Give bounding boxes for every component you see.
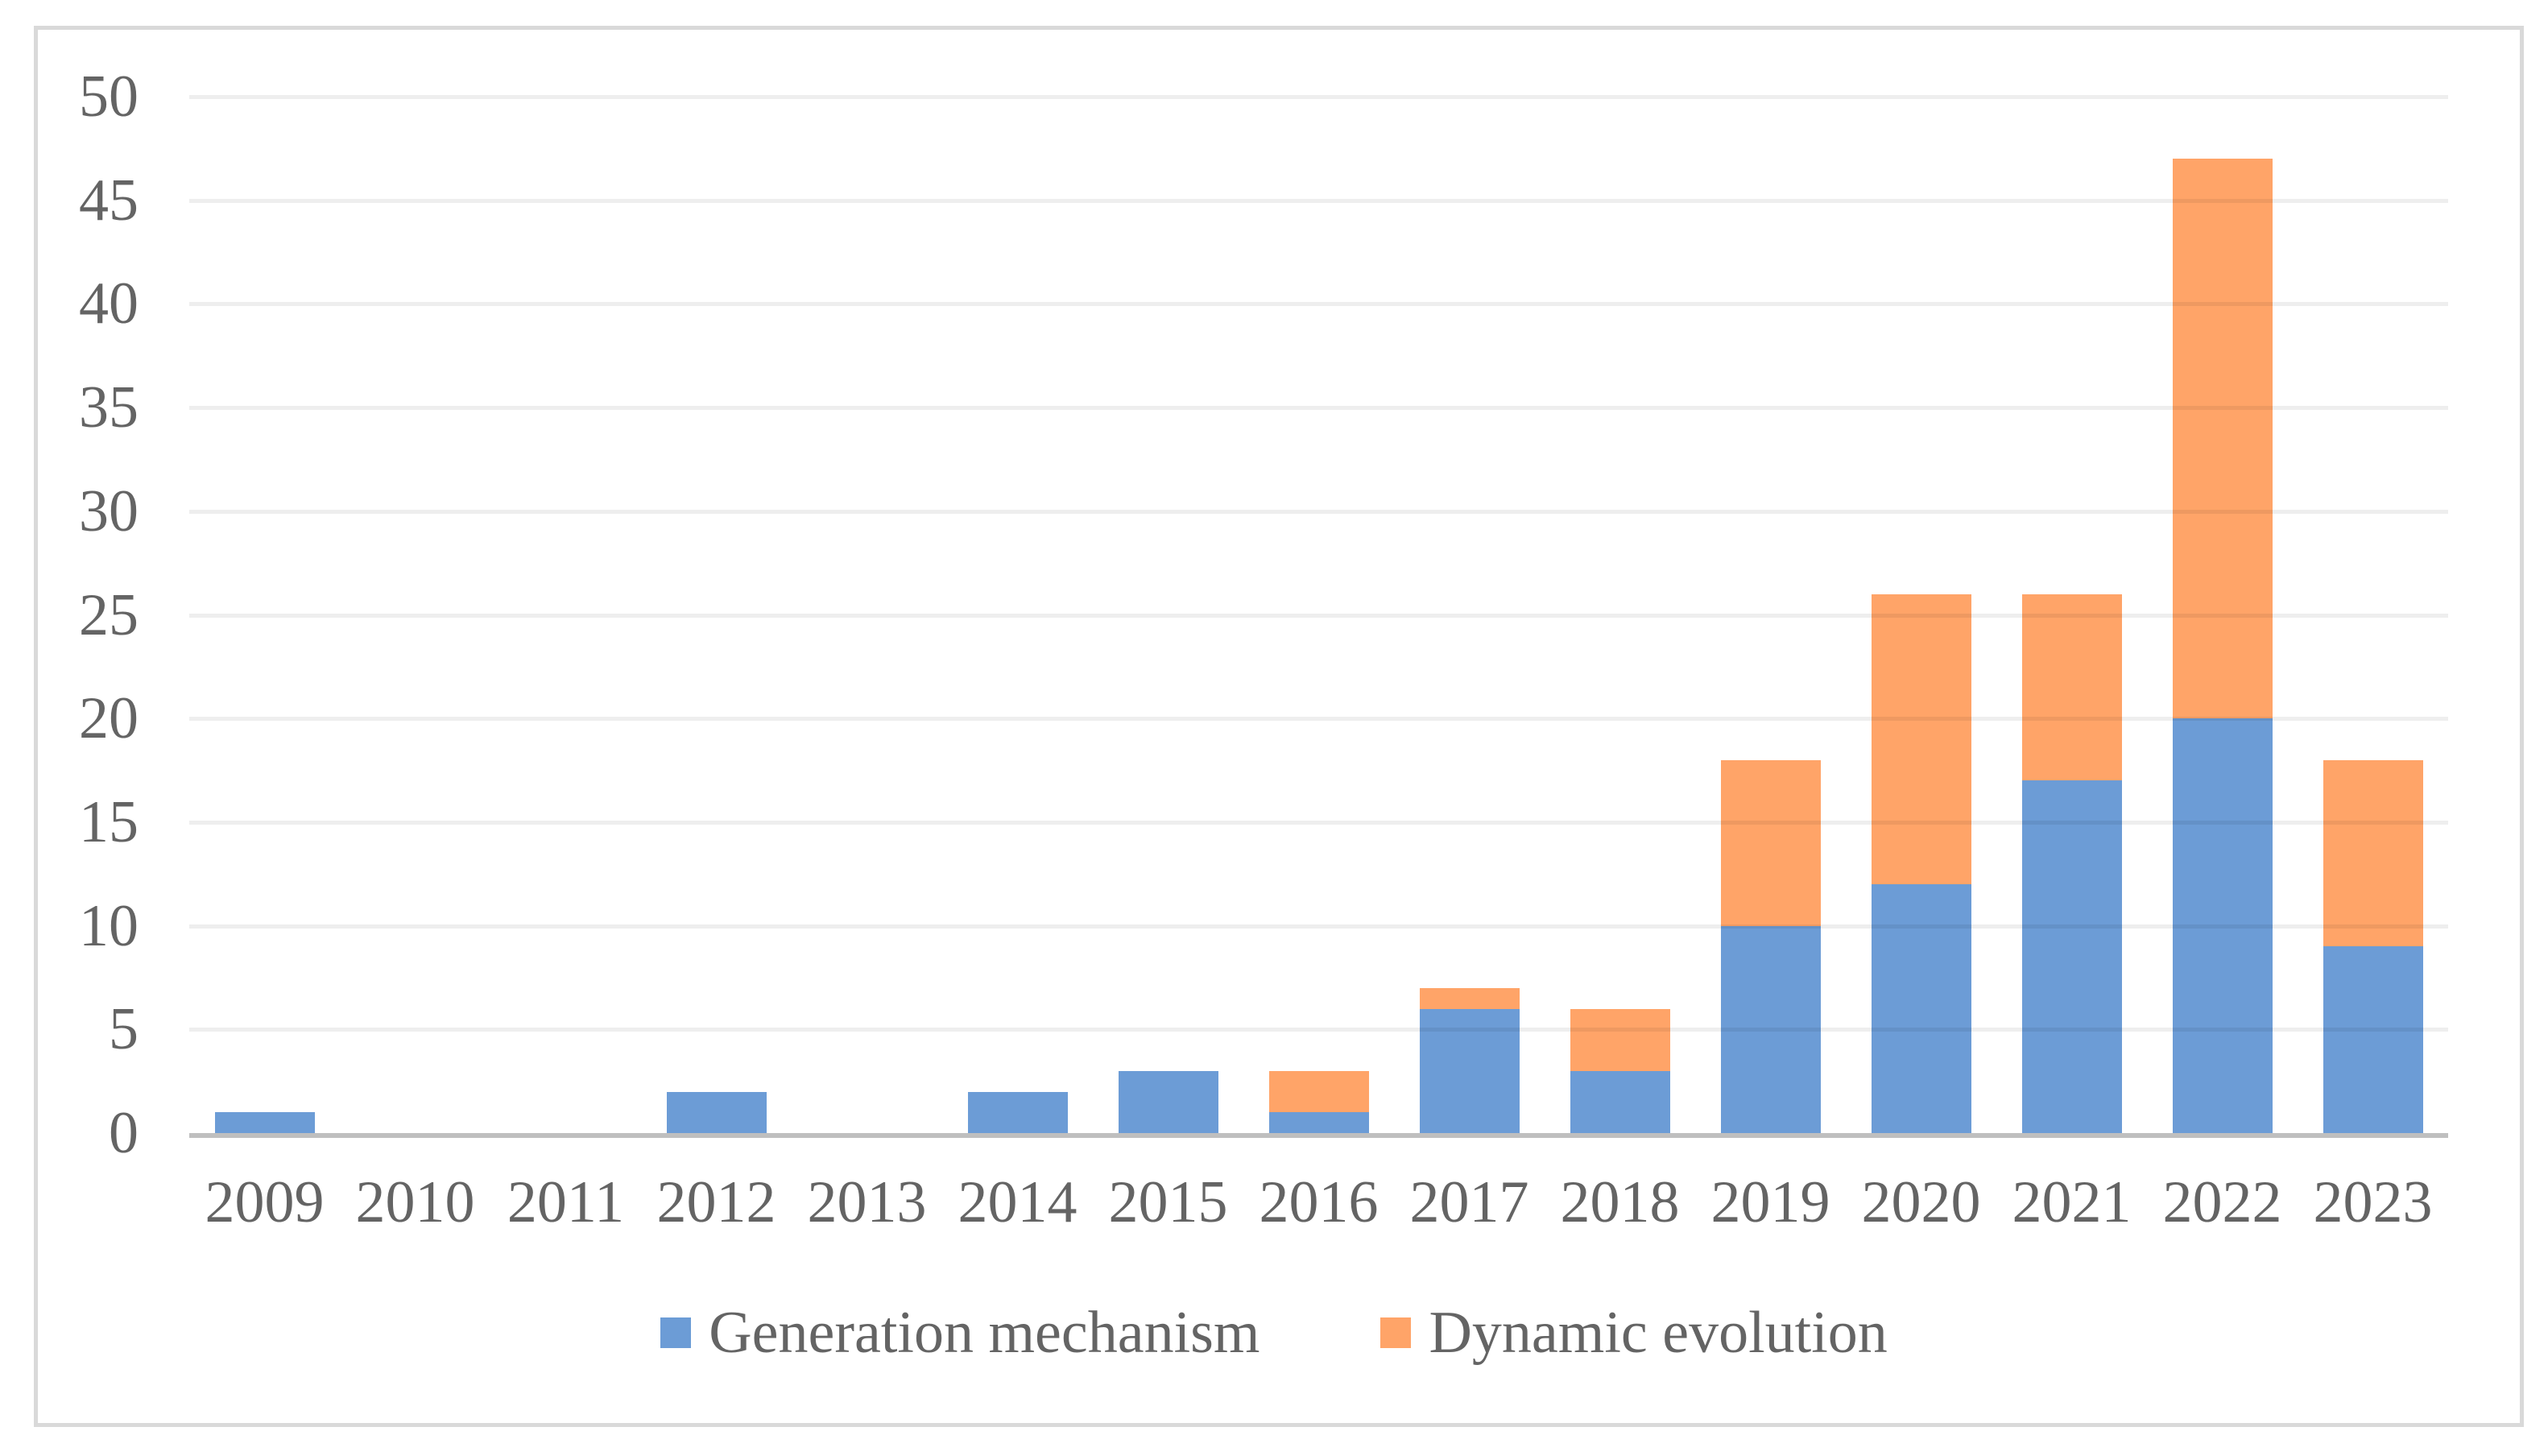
bar-2016-generation-mechanism xyxy=(1268,1112,1369,1133)
x-axis-label-2009: 2009 xyxy=(205,1169,325,1235)
bar-2021-generation-mechanism xyxy=(2021,780,2122,1133)
bar-2020-generation-mechanism xyxy=(1871,884,1971,1133)
x-axis-label-2016: 2016 xyxy=(1259,1169,1379,1235)
gridline-10 xyxy=(189,924,2448,929)
bar-2019-generation-mechanism xyxy=(1720,925,1821,1133)
y-axis-label-25: 25 xyxy=(79,581,139,648)
bar-2022-generation-mechanism xyxy=(2172,718,2273,1133)
bar-2016-dynamic-evolution xyxy=(1268,1070,1369,1113)
gridline-15 xyxy=(189,820,2448,825)
gridline-20 xyxy=(189,717,2448,722)
x-axis-label-2018: 2018 xyxy=(1560,1169,1680,1235)
chart-frame xyxy=(34,26,2524,1427)
gridline-45 xyxy=(189,198,2448,203)
x-axis-label-2011: 2011 xyxy=(507,1169,625,1235)
legend-label-dynamic-evolution: Dynamic evolution xyxy=(1429,1300,1888,1366)
bar-2023-dynamic-evolution xyxy=(2323,759,2423,947)
legend-marker-dynamic-evolution-icon xyxy=(1380,1317,1412,1348)
x-axis-label-2021: 2021 xyxy=(2012,1169,2132,1235)
x-axis-label-2013: 2013 xyxy=(807,1169,927,1235)
gridline-25 xyxy=(189,613,2448,618)
bar-2017-dynamic-evolution xyxy=(1419,987,1520,1009)
gridline-40 xyxy=(189,302,2448,307)
x-axis-line xyxy=(189,1133,2448,1138)
y-axis-label-15: 15 xyxy=(79,788,139,855)
legend-marker-generation-mechanism-icon xyxy=(660,1317,692,1348)
legend-label-generation-mechanism: Generation mechanism xyxy=(709,1300,1260,1366)
bar-2018-generation-mechanism xyxy=(1570,1070,1670,1133)
legend-item-dynamic-evolution: Dynamic evolution xyxy=(1380,1300,1888,1366)
bar-2017-generation-mechanism xyxy=(1419,1008,1520,1133)
y-axis-label-50: 50 xyxy=(79,64,139,130)
legend: Generation mechanism Dynamic evolution xyxy=(0,1303,2548,1363)
gridline-5 xyxy=(189,1028,2448,1032)
y-axis-label-0: 0 xyxy=(109,1100,139,1166)
x-axis-label-2020: 2020 xyxy=(1861,1169,1981,1235)
y-axis-label-30: 30 xyxy=(79,478,139,544)
x-axis-label-2019: 2019 xyxy=(1710,1169,1830,1235)
x-axis-label-2023: 2023 xyxy=(2313,1169,2433,1235)
x-axis-label-2012: 2012 xyxy=(656,1169,776,1235)
gridline-50 xyxy=(189,95,2448,99)
y-axis-label-35: 35 xyxy=(79,374,139,441)
bar-2022-dynamic-evolution xyxy=(2172,159,2273,719)
bar-2021-dynamic-evolution xyxy=(2021,594,2122,781)
x-axis-label-2017: 2017 xyxy=(1409,1169,1529,1235)
x-axis-label-2014: 2014 xyxy=(958,1169,1078,1235)
gridline-35 xyxy=(189,406,2448,411)
bar-2012-generation-mechanism xyxy=(666,1091,767,1133)
bar-2014-generation-mechanism xyxy=(967,1091,1068,1133)
x-axis-label-2022: 2022 xyxy=(2162,1169,2282,1235)
bar-2009-generation-mechanism xyxy=(214,1112,315,1133)
gridline-30 xyxy=(189,509,2448,514)
bar-2023-generation-mechanism xyxy=(2323,946,2423,1133)
bar-2020-dynamic-evolution xyxy=(1871,594,1971,885)
legend-item-generation-mechanism: Generation mechanism xyxy=(660,1303,1260,1363)
bar-2019-dynamic-evolution xyxy=(1720,759,1821,926)
bar-2018-dynamic-evolution xyxy=(1570,1008,1670,1071)
y-axis-label-45: 45 xyxy=(79,167,139,234)
bar-2015-generation-mechanism xyxy=(1118,1070,1218,1133)
y-axis-label-5: 5 xyxy=(109,996,139,1063)
x-axis-label-2010: 2010 xyxy=(355,1169,475,1235)
x-axis-label-2015: 2015 xyxy=(1108,1169,1228,1235)
y-axis-label-40: 40 xyxy=(79,271,139,337)
y-axis-label-10: 10 xyxy=(79,892,139,959)
y-axis-label-20: 20 xyxy=(79,685,139,752)
